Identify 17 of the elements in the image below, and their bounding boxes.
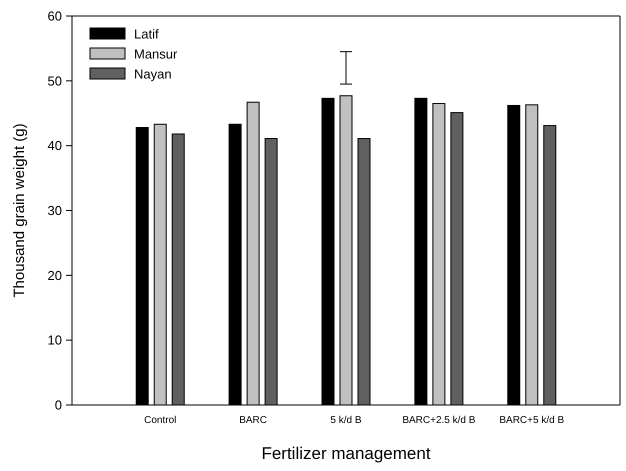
x-tick-label: 5 k/d B (330, 415, 362, 426)
legend-label: Nayan (134, 66, 172, 82)
y-tick-label: 20 (48, 268, 62, 283)
x-tick-label: Control (144, 415, 176, 426)
legend-label: Latif (134, 26, 159, 42)
x-axis-title: Fertilizer management (261, 444, 431, 463)
y-tick-label: 60 (48, 8, 62, 24)
y-tick-label: 0 (54, 398, 62, 413)
x-tick-label: BARC+2.5 k/d B (402, 415, 476, 426)
legend-label: Mansur (134, 46, 178, 62)
y-tick-label: 50 (48, 73, 62, 88)
y-tick-label: 30 (48, 203, 62, 218)
y-axis-title: Thousand grain weight (g) (11, 123, 28, 298)
x-tick-label: BARC+5 k/d B (499, 415, 564, 426)
x-tick-label: BARC (239, 415, 268, 426)
y-tick-label: 40 (48, 138, 62, 154)
y-tick-label: 10 (48, 332, 62, 348)
